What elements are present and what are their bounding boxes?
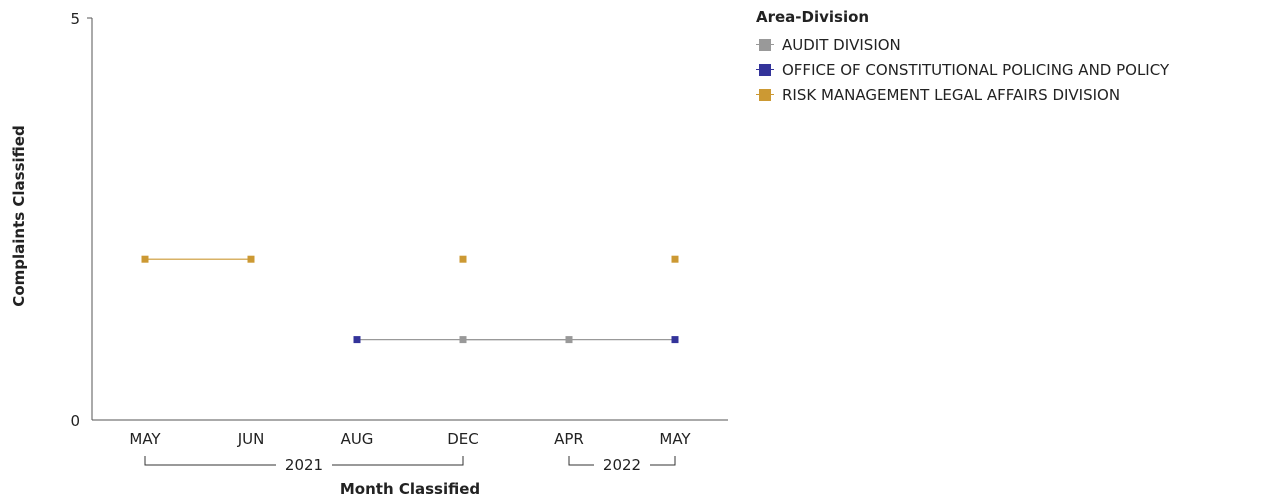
x-tick-label: JUN — [237, 430, 265, 448]
data-point — [459, 255, 467, 263]
x-tick-label: APR — [554, 430, 584, 448]
x-group-bracket — [568, 456, 676, 466]
legend-item-risk-management[interactable]: RISK MANAGEMENT LEGAL AFFAIRS DIVISION — [756, 82, 1169, 107]
legend-swatch-icon — [756, 86, 774, 104]
data-point — [671, 255, 679, 263]
connector-lines — [145, 258, 675, 341]
tick-labels: 0 5 MAY JUN AUG DEC APR MAY 2021 2022 — [70, 10, 691, 474]
legend-item-office-of-constitutional-policing[interactable]: OFFICE OF CONSTITUTIONAL POLICING AND PO… — [756, 57, 1169, 82]
legend-label: OFFICE OF CONSTITUTIONAL POLICING AND PO… — [782, 60, 1170, 79]
x-tick-label: MAY — [129, 430, 161, 448]
chart-axes — [87, 17, 728, 466]
legend-title: Area-Division — [756, 8, 870, 26]
x-tick-label: MAY — [659, 430, 691, 448]
x-group-label: 2021 — [285, 456, 323, 474]
data-point — [565, 336, 573, 344]
chart-marks — [141, 255, 679, 344]
y-tick-label: 5 — [70, 10, 80, 28]
data-point — [247, 255, 255, 263]
x-group-bracket — [144, 456, 464, 466]
legend-label: AUDIT DIVISION — [782, 35, 901, 54]
legend-item-audit-division[interactable]: AUDIT DIVISION — [756, 32, 1169, 57]
data-point — [459, 336, 467, 344]
y-axis-title: Complaints Classified — [10, 125, 28, 306]
x-axis-title: Month Classified — [340, 480, 480, 498]
x-group-label: 2022 — [603, 456, 641, 474]
data-point — [353, 336, 361, 344]
data-point — [141, 255, 149, 263]
y-tick-label: 0 — [70, 412, 80, 430]
legend: Area-Division AUDIT DIVISION OFFICE OF C… — [756, 8, 1169, 107]
legend-label: RISK MANAGEMENT LEGAL AFFAIRS DIVISION — [782, 85, 1121, 104]
x-tick-label: DEC — [447, 430, 479, 448]
legend-swatch-icon — [756, 61, 774, 79]
legend-swatch-icon — [756, 36, 774, 54]
x-tick-label: AUG — [341, 430, 374, 448]
line-chart: 0 5 MAY JUN AUG DEC APR MAY 2021 2022 Month Class… — [10, 10, 728, 498]
data-point — [671, 336, 679, 344]
